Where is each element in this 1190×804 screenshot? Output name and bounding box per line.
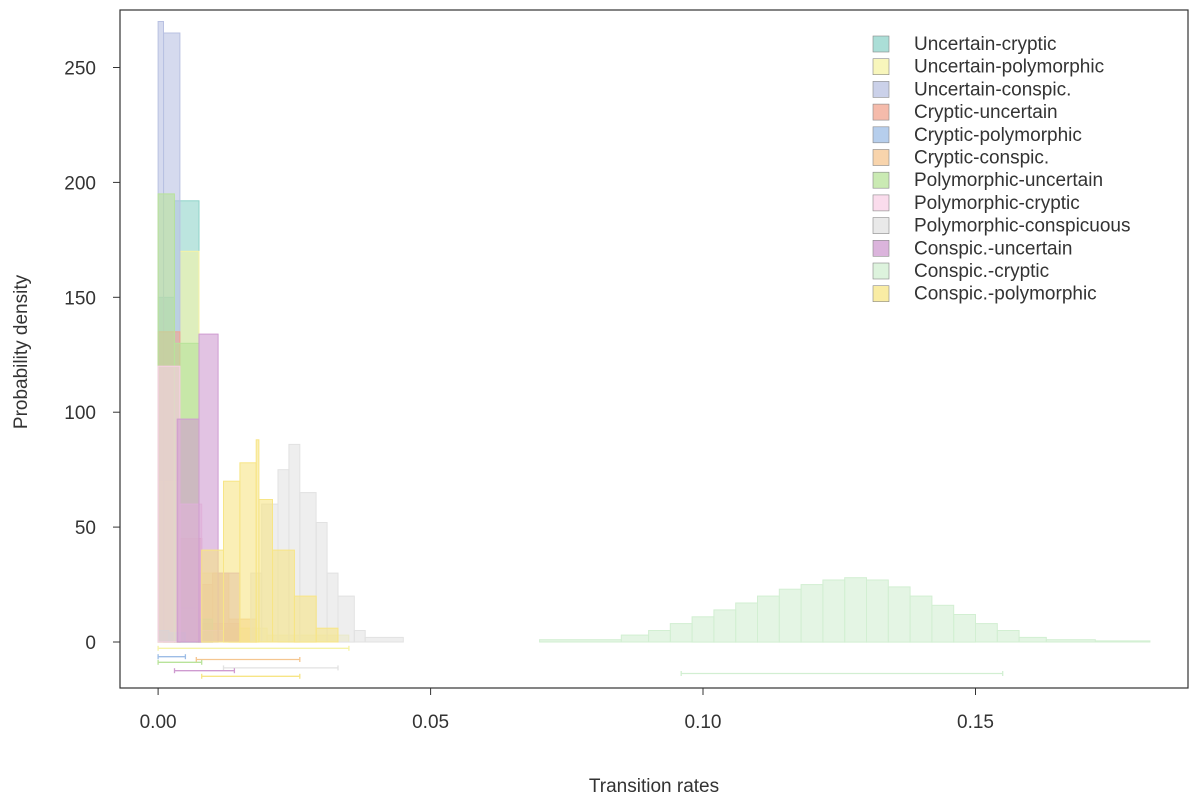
histogram-bar-10-4 <box>691 616 715 643</box>
histogram-bar-10-0 <box>539 639 622 643</box>
y-tick-label-2: 100 <box>64 403 96 424</box>
legend-swatch-5 <box>872 149 890 166</box>
legend-label-8: Polymorphic-conspicuous <box>914 216 1131 237</box>
histogram-bar-8-8 <box>353 630 366 643</box>
legend-label-3: Cryptic-uncertain <box>914 102 1058 123</box>
legend-label-9: Conspic.-uncertain <box>914 238 1072 259</box>
histogram-bar-10-9 <box>800 584 824 643</box>
histogram-bar-11-5 <box>272 549 295 643</box>
histogram-bar-10-17 <box>975 623 998 643</box>
histogram-bar-11-2 <box>239 462 257 643</box>
y-axis: 0 50 100 150 200 250 <box>64 59 120 654</box>
histogram-bar-8-9 <box>364 636 404 643</box>
legend-label-11: Conspic.-polymorphic <box>914 284 1097 305</box>
histogram-bar-10-10 <box>822 579 846 643</box>
histogram-bar-8-7 <box>337 595 355 643</box>
y-tick-label-4: 200 <box>64 173 96 194</box>
y-tick-label-1: 50 <box>75 518 96 539</box>
x-axis: 0.00 0.05 0.10 0.15 <box>140 688 994 733</box>
histogram-bar-11-0 <box>201 549 224 643</box>
y-tick-label-0: 0 <box>85 633 96 654</box>
legend-swatch-2 <box>872 81 890 98</box>
legend: Uncertain-crypticUncertain-polymorphicUn… <box>872 34 1131 305</box>
legend-label-2: Uncertain-conspic. <box>914 79 1071 100</box>
histogram-bar-8-5 <box>315 522 328 643</box>
histogram-bar-10-16 <box>953 614 977 643</box>
y-tick-label-3: 150 <box>64 288 96 309</box>
histogram-bar-11-7 <box>315 627 339 643</box>
legend-swatch-0 <box>872 35 890 53</box>
x-axis-title: Transition rates <box>589 776 719 797</box>
histogram-bar-11-4 <box>258 499 273 643</box>
histogram-bar-10-8 <box>778 588 802 643</box>
histogram-bar-11-6 <box>293 595 317 643</box>
legend-swatch-9 <box>872 240 890 257</box>
histogram-bar-10-12 <box>866 579 889 643</box>
legend-label-0: Uncertain-cryptic <box>914 34 1057 55</box>
histogram-bar-10-5 <box>713 609 737 643</box>
legend-swatch-4 <box>872 126 890 144</box>
legend-label-7: Polymorphic-cryptic <box>914 193 1080 214</box>
y-tick-label-5: 250 <box>64 59 96 80</box>
legend-swatch-7 <box>872 194 890 212</box>
histogram-bar-10-7 <box>757 595 780 643</box>
x-tick-label-2: 0.10 <box>685 712 722 733</box>
histogram-bar-10-6 <box>735 602 759 643</box>
histogram-bar-10-11 <box>844 577 868 643</box>
histogram-bar-10-2 <box>648 630 671 643</box>
histogram-bars <box>157 21 1151 643</box>
histogram-bar-10-13 <box>887 586 911 643</box>
histogram-bar-10-1 <box>620 634 649 643</box>
legend-swatch-1 <box>872 58 890 76</box>
histogram-bar-10-20 <box>1045 639 1096 643</box>
histogram-bar-7-0 <box>157 365 181 643</box>
legend-swatch-3 <box>872 103 890 121</box>
x-tick-label-3: 0.15 <box>957 712 994 733</box>
histogram-bar-11-1 <box>223 480 241 643</box>
histogram-bar-10-3 <box>669 623 693 643</box>
legend-label-6: Polymorphic-uncertain <box>914 170 1103 191</box>
legend-swatch-8 <box>872 217 890 234</box>
legend-label-1: Uncertain-polymorphic <box>914 57 1104 78</box>
legend-swatch-6 <box>872 171 890 189</box>
legend-label-5: Cryptic-conspic. <box>914 148 1049 169</box>
legend-swatch-11 <box>872 285 890 303</box>
histogram-bar-10-15 <box>931 604 955 643</box>
credible-intervals <box>157 645 1004 679</box>
y-axis-title: Probability density <box>11 274 32 429</box>
legend-label-4: Cryptic-polymorphic <box>914 125 1082 146</box>
legend-label-10: Conspic.-cryptic <box>914 261 1049 282</box>
histogram-bar-9-0 <box>176 418 200 643</box>
plot-frame <box>119 9 1189 689</box>
histogram-bar-10-18 <box>996 630 1020 643</box>
histogram-bar-10-19 <box>1018 636 1047 643</box>
x-tick-label-1: 0.05 <box>412 712 449 733</box>
x-tick-label-0: 0.00 <box>140 712 177 733</box>
histogram-bar-10-21 <box>1094 640 1151 643</box>
legend-swatch-10 <box>872 262 890 280</box>
histogram-bar-10-14 <box>909 595 933 643</box>
